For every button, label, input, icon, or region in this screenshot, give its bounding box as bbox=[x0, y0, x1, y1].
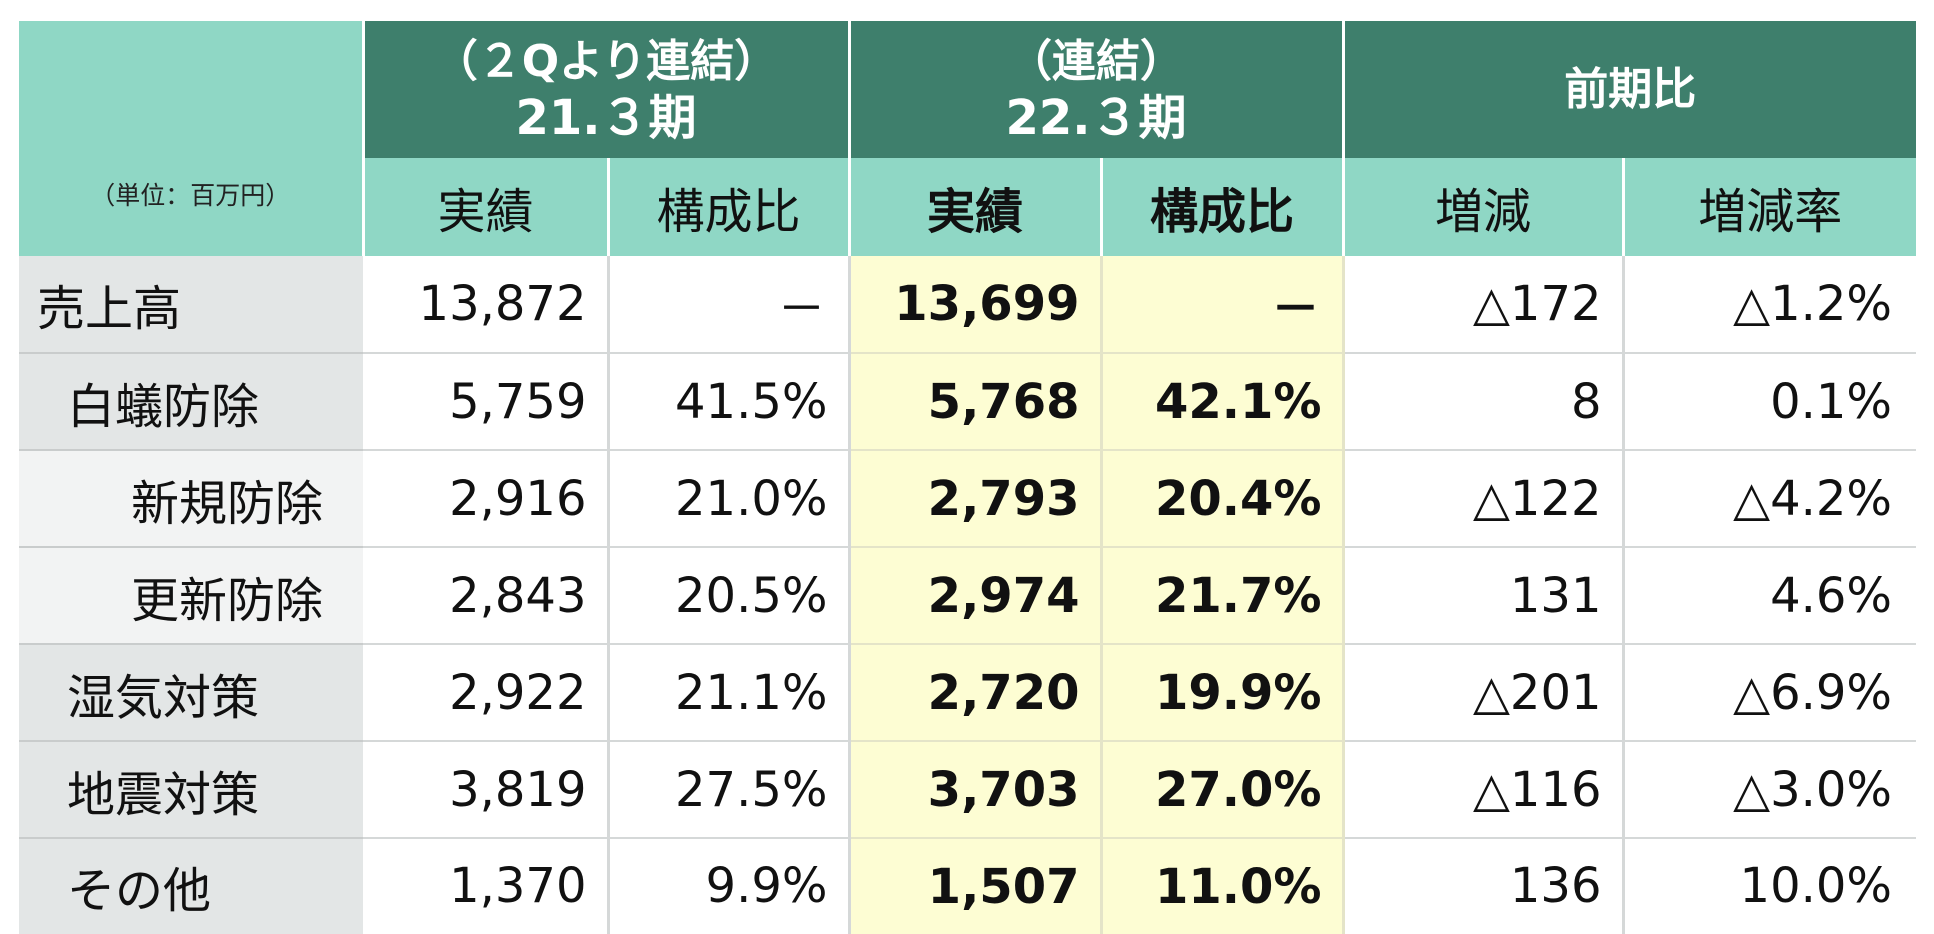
cell-fy22-ratio: 11.0% bbox=[1101, 838, 1345, 934]
group-header-fy21-period: 21.３期 bbox=[515, 89, 697, 146]
group-header-fy21: （２Qより連結） 21.３期 bbox=[363, 21, 851, 158]
cell-change: △116 bbox=[1343, 741, 1625, 839]
subheader-fy22-ratio: 構成比 bbox=[1101, 158, 1345, 256]
group-header-yoy: 前期比 bbox=[1343, 21, 1917, 158]
group-header-fy22-note: （連結） bbox=[1008, 35, 1184, 87]
cell-change-rate: 0.1% bbox=[1623, 353, 1917, 451]
cell-fy21-actual: 2,922 bbox=[363, 644, 610, 742]
group-header-yoy-title: 前期比 bbox=[1564, 63, 1697, 115]
cell-fy22-actual: 2,974 bbox=[849, 547, 1103, 645]
cell-fy21-actual: 13,872 bbox=[363, 256, 610, 354]
cell-fy22-ratio: 27.0% bbox=[1101, 741, 1345, 839]
table-row-sales: 売上高 13,872 － 13,699 － △172 △1.2% bbox=[19, 256, 1917, 354]
cell-change-rate: △1.2% bbox=[1623, 256, 1917, 354]
cell-fy21-ratio: － bbox=[608, 256, 851, 354]
table-row-earthquake: 地震対策 3,819 27.5% 3,703 27.0% △116 △3.0% bbox=[19, 741, 1917, 839]
subheader-fy21-ratio: 構成比 bbox=[608, 158, 851, 256]
table-row-new-termite: 新規防除 2,916 21.0% 2,793 20.4% △122 △4.2% bbox=[19, 450, 1917, 548]
cell-fy22-ratio: 20.4% bbox=[1101, 450, 1345, 548]
cell-change-rate: 10.0% bbox=[1623, 838, 1917, 934]
table-row-moisture: 湿気対策 2,922 21.1% 2,720 19.9% △201 △6.9% bbox=[19, 644, 1917, 742]
cell-change: △172 bbox=[1343, 256, 1625, 354]
subheader-change-rate: 増減率 bbox=[1623, 158, 1917, 256]
cell-fy22-ratio: 19.9% bbox=[1101, 644, 1345, 742]
row-label: 更新防除 bbox=[19, 547, 363, 645]
cell-fy21-ratio: 20.5% bbox=[608, 547, 851, 645]
cell-change-rate: △4.2% bbox=[1623, 450, 1917, 548]
cell-change-rate: 4.6% bbox=[1623, 547, 1917, 645]
cell-change: 131 bbox=[1343, 547, 1625, 645]
cell-fy22-actual: 1,507 bbox=[849, 838, 1103, 934]
subheader-fy21-actual: 実績 bbox=[363, 158, 610, 256]
cell-fy21-ratio: 21.0% bbox=[608, 450, 851, 548]
cell-fy21-ratio: 41.5% bbox=[608, 353, 851, 451]
table-row-other: その他 1,370 9.9% 1,507 11.0% 136 10.0% bbox=[19, 838, 1917, 934]
cell-fy21-ratio: 21.1% bbox=[608, 644, 851, 742]
cell-fy21-actual: 2,843 bbox=[363, 547, 610, 645]
cell-change: △201 bbox=[1343, 644, 1625, 742]
cell-fy22-ratio: － bbox=[1101, 256, 1345, 354]
cell-fy21-actual: 5,759 bbox=[363, 353, 610, 451]
cell-change-rate: △3.0% bbox=[1623, 741, 1917, 839]
cell-fy22-actual: 2,720 bbox=[849, 644, 1103, 742]
cell-fy22-ratio: 42.1% bbox=[1101, 353, 1345, 451]
cell-fy21-actual: 2,916 bbox=[363, 450, 610, 548]
cell-fy22-actual: 3,703 bbox=[849, 741, 1103, 839]
cell-fy22-actual: 2,793 bbox=[849, 450, 1103, 548]
cell-fy21-actual: 1,370 bbox=[363, 838, 610, 934]
cell-fy22-ratio: 21.7% bbox=[1101, 547, 1345, 645]
cell-change: △122 bbox=[1343, 450, 1625, 548]
subheader-fy22-actual: 実績 bbox=[849, 158, 1103, 256]
group-header-fy21-note: （２Qより連結） bbox=[433, 35, 779, 87]
cell-fy21-actual: 3,819 bbox=[363, 741, 610, 839]
table-row-renewal-termite: 更新防除 2,843 20.5% 2,974 21.7% 131 4.6% bbox=[19, 547, 1917, 645]
group-header-fy22: （連結） 22.３期 bbox=[849, 21, 1345, 158]
row-label: その他 bbox=[19, 838, 363, 934]
cell-fy21-ratio: 27.5% bbox=[608, 741, 851, 839]
row-label: 地震対策 bbox=[19, 741, 363, 839]
row-label: 湿気対策 bbox=[19, 644, 363, 742]
cell-change: 136 bbox=[1343, 838, 1625, 934]
cell-change-rate: △6.9% bbox=[1623, 644, 1917, 742]
subheader-change: 増減 bbox=[1343, 158, 1625, 256]
unit-label: （単位：百万円） bbox=[19, 21, 365, 256]
cell-fy22-actual: 13,699 bbox=[849, 256, 1103, 354]
row-label: 新規防除 bbox=[19, 450, 363, 548]
cell-fy21-ratio: 9.9% bbox=[608, 838, 851, 934]
group-header-fy22-period: 22.３期 bbox=[1005, 89, 1187, 146]
cell-change: 8 bbox=[1343, 353, 1625, 451]
row-label: 売上高 bbox=[19, 256, 363, 354]
cell-fy22-actual: 5,768 bbox=[849, 353, 1103, 451]
sales-breakdown-table: （単位：百万円） （２Qより連結） 21.３期 （連結） 22.３期 前期比 実… bbox=[19, 21, 1917, 934]
row-label: 白蟻防除 bbox=[19, 353, 363, 451]
table-row-termite: 白蟻防除 5,759 41.5% 5,768 42.1% 8 0.1% bbox=[19, 353, 1917, 451]
